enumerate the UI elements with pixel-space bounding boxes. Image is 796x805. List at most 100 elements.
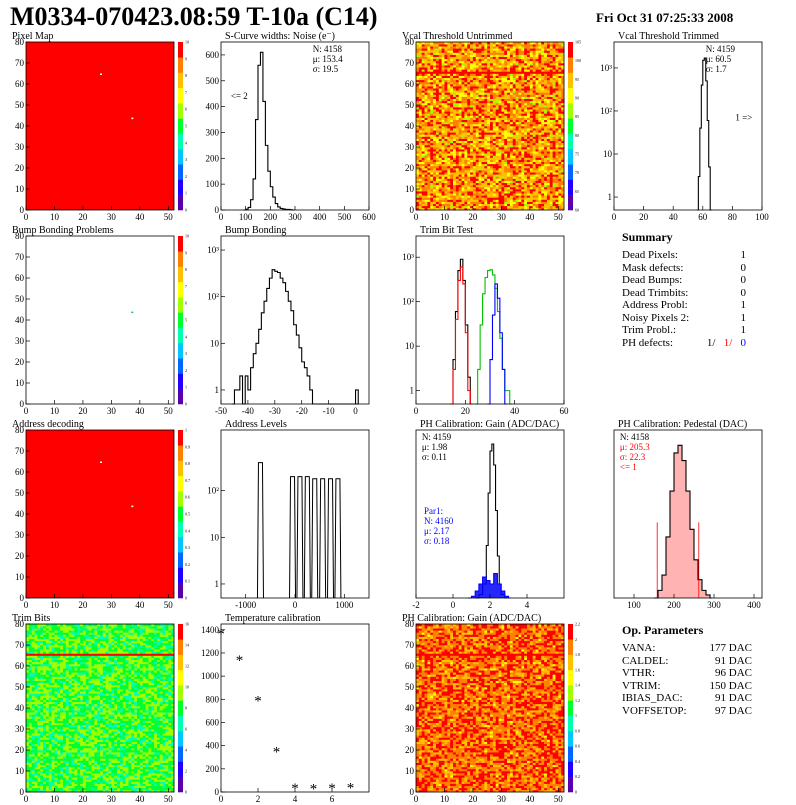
heat-cell (496, 84, 499, 86)
heat-cell (553, 170, 556, 172)
y-tick-label: 10 (15, 378, 25, 388)
heat-cell (516, 166, 519, 168)
heat-cell (536, 111, 539, 113)
heat-cell (430, 50, 433, 52)
heat-cell (487, 76, 490, 78)
heat-cell (536, 57, 539, 59)
heat-cell (422, 78, 425, 80)
heat-cell (544, 145, 547, 147)
heat-cell (419, 90, 422, 92)
heat-cell (499, 179, 502, 181)
heat-cell (467, 191, 470, 193)
heat-cell (490, 179, 493, 181)
heat-cell (481, 181, 484, 183)
heat-cell (544, 187, 547, 189)
heat-cell (547, 179, 550, 181)
heat-cell (69, 788, 72, 790)
heat-cell (504, 151, 507, 153)
heat-cell (419, 53, 422, 55)
heat-cell (507, 46, 510, 48)
x-tick-label: 30 (107, 406, 117, 416)
heat-cell (444, 176, 447, 178)
colorbar-tick-label: 0.1 (185, 579, 190, 584)
heat-cell (490, 80, 493, 82)
heat-cell (484, 195, 487, 197)
heat-cell (467, 162, 470, 164)
heat-cell (473, 59, 476, 61)
heat-cell (550, 99, 553, 101)
heat-cell (538, 202, 541, 204)
heat-cell (427, 179, 430, 181)
heat-cell (473, 78, 476, 80)
heat-cell (524, 162, 527, 164)
heat-cell (555, 160, 558, 162)
heat-cell (493, 46, 496, 48)
heat-cell (541, 88, 544, 90)
heat-cell (157, 779, 160, 781)
heat-cell (470, 139, 473, 141)
heat-cell (425, 109, 428, 111)
heat-cell (422, 189, 425, 191)
heat-cell (453, 69, 456, 71)
heat-cell (493, 187, 496, 189)
heat-cell (496, 116, 499, 118)
colorbar-tick-label: 2 (185, 174, 187, 179)
heat-cell (83, 784, 86, 786)
heat-cell (450, 141, 453, 143)
x-tick-label: 0 (24, 212, 29, 222)
heat-cell (533, 185, 536, 187)
heat-cell (416, 162, 419, 164)
heat-cell (499, 95, 502, 97)
heat-cell (555, 44, 558, 46)
heat-cell (538, 181, 541, 183)
heat-cell (427, 69, 430, 71)
heat-cell (518, 200, 521, 202)
heat-cell (533, 187, 536, 189)
y-tick-label: 10² (207, 292, 219, 302)
heat-cell (544, 101, 547, 103)
heat-cell (476, 151, 479, 153)
heat-cell (459, 82, 462, 84)
heat-cell (470, 63, 473, 65)
heat-cell (459, 99, 462, 101)
heat-cell (416, 149, 419, 151)
heat-cell (77, 786, 80, 788)
heat-cell (444, 90, 447, 92)
heat-cell (553, 63, 556, 65)
heat-cell (499, 164, 502, 166)
heat-cell (473, 116, 476, 118)
heat-cell (507, 166, 510, 168)
heat-cell (530, 139, 533, 141)
heat-cell (541, 128, 544, 130)
heat-cell (433, 55, 436, 57)
heat-cell (416, 48, 419, 50)
heat-cell (137, 782, 140, 784)
heat-cell (490, 97, 493, 99)
heat-cell (416, 109, 419, 111)
heat-cell (29, 779, 32, 781)
heat-cell (481, 183, 484, 185)
heat-cell (499, 176, 502, 178)
heat-cell (504, 145, 507, 147)
heat-cell (168, 786, 171, 788)
heat-cell (504, 113, 507, 115)
heat-cell (481, 55, 484, 57)
heat-cell (541, 147, 544, 149)
heat-cell (518, 44, 521, 46)
heat-cell (530, 55, 533, 57)
heat-cell (427, 63, 430, 65)
heat-cell (524, 105, 527, 107)
heat-cell (433, 162, 436, 164)
summary-title: Summary (622, 230, 746, 245)
heat-cell (536, 101, 539, 103)
heat-cell (453, 61, 456, 63)
heat-cell (433, 147, 436, 149)
heat-cell (484, 162, 487, 164)
heat-cell (527, 118, 530, 120)
heat-cell (484, 116, 487, 118)
heat-cell (425, 95, 428, 97)
heat-cell (518, 185, 521, 187)
heat-cell (476, 179, 479, 181)
colorbar-tick-label: 8 (185, 267, 187, 272)
heat-cell (513, 74, 516, 76)
